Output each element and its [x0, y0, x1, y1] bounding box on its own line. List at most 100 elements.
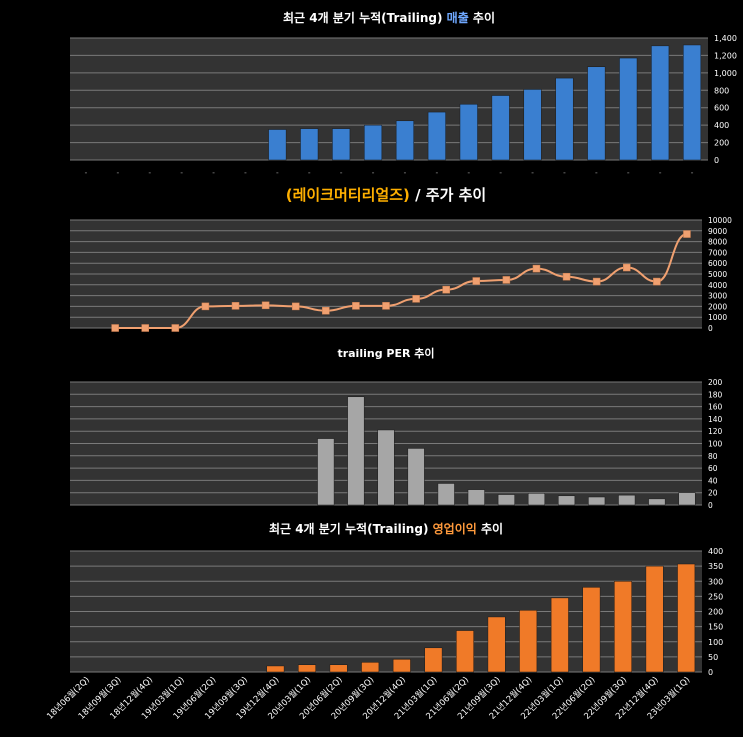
y-tick-label: 250	[708, 592, 723, 601]
category-tick	[531, 172, 534, 174]
category-tick	[691, 172, 694, 174]
bar	[651, 45, 670, 161]
data-point	[412, 295, 420, 303]
bar	[317, 438, 335, 506]
y-tick-label: 200	[714, 139, 729, 148]
y-tick-label: 40	[708, 476, 718, 485]
bar	[395, 120, 414, 161]
y-tick-label: 180	[708, 390, 723, 399]
bar	[555, 77, 574, 161]
y-tick-label: 200	[708, 608, 723, 617]
y-tick-label: 400	[714, 121, 729, 130]
bar	[550, 597, 569, 673]
bar	[558, 495, 576, 506]
category-tick	[244, 172, 247, 174]
bar	[361, 662, 380, 673]
bar	[268, 129, 287, 161]
bar	[587, 66, 606, 161]
bar	[487, 616, 506, 673]
y-tick-label: 100	[708, 440, 723, 449]
bar	[364, 124, 383, 161]
plot-area-4: 0 50 100 150 200 250 300 350 400	[70, 547, 723, 677]
y-tick-label: 5000	[708, 270, 727, 279]
category-tick	[340, 172, 343, 174]
title-highlight: (레이크머티리얼즈)	[286, 186, 410, 204]
title-suffix: 추이	[477, 521, 503, 536]
y-tick-label: 8000	[708, 238, 727, 247]
data-point	[231, 302, 240, 310]
y-tick-label: 100	[708, 638, 723, 647]
bar	[582, 587, 601, 673]
bar	[497, 494, 515, 506]
bar	[491, 95, 510, 161]
y-tick-label: 2000	[708, 302, 727, 311]
title-suffix: 추이	[410, 346, 434, 360]
y-tick-label: 4000	[708, 281, 727, 290]
title-highlight: 매출	[447, 10, 469, 25]
category-tick	[308, 172, 311, 174]
data-point	[141, 324, 149, 332]
data-point	[261, 301, 270, 310]
data-point	[382, 302, 390, 310]
plot-area-1: 0 200 400 600 800 1,000 1,200 1,400	[70, 34, 737, 165]
bar	[519, 610, 538, 673]
y-tick-label: 9000	[708, 227, 727, 236]
chart-title-2: (레이크머티리얼즈) / 주가 추이	[286, 186, 486, 204]
y-tick-label: 50	[708, 653, 718, 662]
bar	[266, 665, 285, 673]
category-tick	[659, 172, 662, 174]
bar	[677, 563, 696, 673]
bar	[377, 429, 395, 506]
plot-background	[70, 38, 708, 160]
bar	[437, 483, 455, 506]
bar	[619, 57, 638, 161]
data-point	[653, 277, 661, 286]
y-tick-label: 400	[708, 547, 723, 556]
category-tick	[595, 172, 598, 174]
category-tick	[84, 172, 87, 174]
bar	[424, 647, 443, 673]
y-tick-label: 1000	[708, 313, 727, 322]
y-tick-label: 1,200	[714, 51, 737, 60]
bar	[459, 103, 478, 161]
data-point	[683, 230, 691, 238]
y-tick-label: 600	[714, 104, 729, 113]
bar	[614, 581, 632, 673]
title-suffix: 추이	[469, 10, 495, 25]
data-point	[291, 302, 300, 311]
data-point	[201, 302, 210, 311]
data-point	[171, 324, 180, 332]
data-point	[502, 276, 511, 284]
chart-title-1: 최근 4개 분기 누적(Trailing) 매출 추이	[283, 10, 495, 25]
bar	[300, 128, 319, 161]
bar	[347, 396, 365, 506]
data-point	[562, 272, 571, 281]
y-tick-label: 60	[708, 464, 718, 473]
data-point	[532, 264, 541, 273]
category-tick	[276, 172, 279, 174]
y-tick-label: 800	[714, 86, 729, 95]
bar	[683, 44, 702, 161]
bar	[392, 659, 411, 673]
data-point	[352, 302, 360, 310]
data-point	[623, 263, 631, 272]
category-tick	[435, 172, 438, 174]
title-prefix: 최근 4개 분기 누적(Trailing)	[269, 521, 433, 536]
category-tick	[148, 172, 151, 174]
y-tick-label: 200	[708, 378, 723, 387]
bar	[645, 565, 664, 673]
y-tick-label: 120	[708, 427, 723, 436]
bar	[332, 128, 351, 161]
title-prefix: trailing	[337, 347, 386, 360]
bar	[329, 664, 348, 673]
data-point	[322, 306, 330, 315]
category-tick	[627, 172, 630, 174]
y-tick-label: 150	[708, 623, 723, 632]
category-tick	[563, 172, 566, 174]
category-tick	[180, 172, 183, 174]
y-tick-label: 300	[708, 577, 723, 586]
title-bold: PER	[386, 347, 411, 360]
y-tick-label: 160	[708, 403, 723, 412]
bar	[298, 664, 316, 673]
